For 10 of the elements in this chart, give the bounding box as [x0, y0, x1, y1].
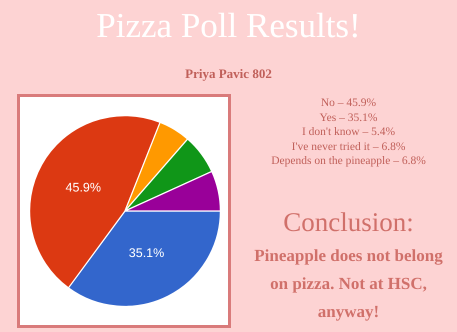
chart-subtitle: Priya Pavic 802	[184, 66, 273, 82]
text: I've never tried it – 6.8%	[290, 140, 406, 154]
text: Conclusion:	[282, 206, 415, 238]
text: Yes – 35.1%	[318, 110, 378, 125]
data-label: 45.9%	[66, 180, 101, 194]
text: I don't know – 5.4%	[300, 125, 396, 140]
text: Pineapple does not belong on pizza. Not at HSC, anyway!	[253, 245, 444, 323]
text: Depends on the pineapple – 6.8%	[270, 154, 427, 168]
data-label: 35.1%	[128, 246, 164, 260]
text: No – 45.9%	[320, 96, 378, 110]
